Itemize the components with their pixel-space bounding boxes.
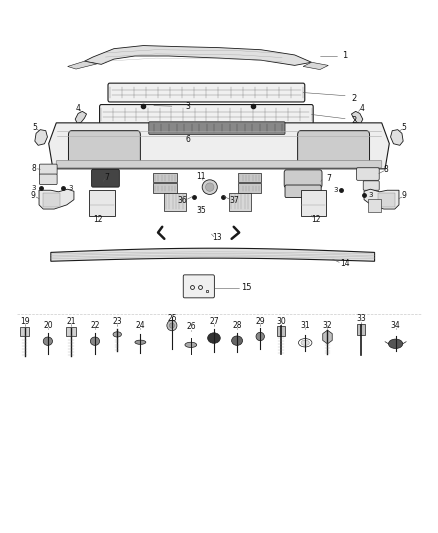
Text: 11: 11 (196, 172, 205, 181)
Text: 3: 3 (185, 102, 190, 111)
Text: 5: 5 (33, 123, 38, 132)
Polygon shape (351, 111, 363, 123)
FancyBboxPatch shape (108, 83, 305, 102)
Ellipse shape (90, 337, 99, 345)
Text: 4: 4 (76, 104, 81, 113)
FancyBboxPatch shape (153, 183, 177, 193)
Ellipse shape (170, 323, 174, 328)
FancyBboxPatch shape (67, 327, 76, 336)
Ellipse shape (185, 342, 197, 348)
FancyBboxPatch shape (164, 193, 186, 211)
Text: 3: 3 (32, 184, 36, 191)
Text: 1: 1 (343, 51, 348, 60)
Text: 30: 30 (276, 317, 286, 326)
Ellipse shape (389, 339, 403, 349)
Ellipse shape (256, 332, 265, 341)
FancyBboxPatch shape (39, 174, 57, 184)
Text: 13: 13 (212, 233, 222, 243)
Text: 2: 2 (351, 116, 356, 125)
FancyBboxPatch shape (99, 104, 313, 124)
Text: 3: 3 (334, 187, 338, 193)
Text: 19: 19 (20, 317, 29, 326)
Polygon shape (364, 189, 399, 209)
FancyBboxPatch shape (39, 164, 57, 175)
Ellipse shape (43, 337, 53, 345)
FancyBboxPatch shape (298, 131, 370, 165)
Ellipse shape (208, 333, 220, 343)
Polygon shape (323, 330, 332, 344)
Polygon shape (85, 45, 311, 66)
Text: 31: 31 (300, 320, 310, 329)
Text: 12: 12 (93, 215, 102, 224)
Text: 9: 9 (31, 191, 35, 200)
Text: 15: 15 (241, 284, 251, 293)
Polygon shape (49, 123, 389, 169)
Polygon shape (67, 61, 97, 69)
Ellipse shape (202, 180, 217, 195)
FancyBboxPatch shape (183, 275, 214, 298)
Text: 29: 29 (255, 317, 265, 326)
Ellipse shape (135, 340, 146, 344)
FancyBboxPatch shape (277, 326, 286, 336)
FancyBboxPatch shape (229, 193, 251, 211)
Text: 36: 36 (177, 196, 187, 205)
Polygon shape (35, 130, 47, 146)
Polygon shape (303, 62, 328, 70)
FancyBboxPatch shape (368, 199, 381, 212)
FancyBboxPatch shape (237, 173, 261, 182)
Text: 12: 12 (311, 215, 321, 224)
Polygon shape (51, 248, 374, 261)
FancyBboxPatch shape (378, 193, 395, 207)
FancyBboxPatch shape (92, 169, 119, 187)
FancyBboxPatch shape (153, 173, 177, 182)
FancyBboxPatch shape (20, 327, 29, 336)
FancyBboxPatch shape (68, 131, 140, 165)
Text: 7: 7 (326, 174, 331, 183)
Text: 27: 27 (209, 317, 219, 326)
Ellipse shape (301, 340, 309, 345)
FancyBboxPatch shape (43, 193, 60, 207)
Ellipse shape (167, 320, 177, 331)
Text: 20: 20 (43, 320, 53, 329)
Text: 35: 35 (197, 206, 206, 215)
Text: 21: 21 (66, 317, 76, 326)
FancyBboxPatch shape (89, 190, 115, 216)
Text: 22: 22 (90, 320, 100, 329)
Text: 25: 25 (167, 314, 177, 323)
FancyBboxPatch shape (149, 122, 285, 134)
Text: 7: 7 (104, 173, 109, 182)
Text: 9: 9 (402, 191, 406, 200)
Text: 3: 3 (368, 192, 373, 198)
Text: 24: 24 (135, 320, 145, 329)
Text: 14: 14 (340, 259, 350, 268)
Text: 5: 5 (402, 123, 406, 132)
Text: 28: 28 (232, 320, 242, 329)
Text: 8: 8 (32, 164, 36, 173)
FancyBboxPatch shape (357, 325, 365, 335)
FancyBboxPatch shape (363, 181, 379, 190)
Polygon shape (75, 111, 87, 123)
Text: 23: 23 (113, 317, 122, 326)
Ellipse shape (205, 183, 214, 191)
FancyBboxPatch shape (56, 160, 382, 168)
Text: 2: 2 (351, 94, 356, 103)
Text: 37: 37 (230, 196, 240, 205)
FancyBboxPatch shape (237, 183, 261, 193)
Polygon shape (391, 130, 403, 146)
Text: 6: 6 (185, 135, 190, 144)
Ellipse shape (232, 336, 243, 345)
FancyBboxPatch shape (357, 168, 379, 180)
FancyBboxPatch shape (285, 185, 321, 198)
FancyBboxPatch shape (300, 190, 326, 216)
Text: 4: 4 (360, 104, 364, 113)
Text: 34: 34 (391, 320, 400, 329)
Text: 3: 3 (69, 184, 73, 191)
Ellipse shape (113, 332, 121, 337)
Polygon shape (39, 189, 74, 209)
FancyBboxPatch shape (284, 170, 322, 188)
Text: 33: 33 (356, 314, 366, 323)
Text: 8: 8 (384, 165, 389, 174)
Text: 32: 32 (323, 320, 332, 329)
Text: 26: 26 (186, 322, 196, 331)
